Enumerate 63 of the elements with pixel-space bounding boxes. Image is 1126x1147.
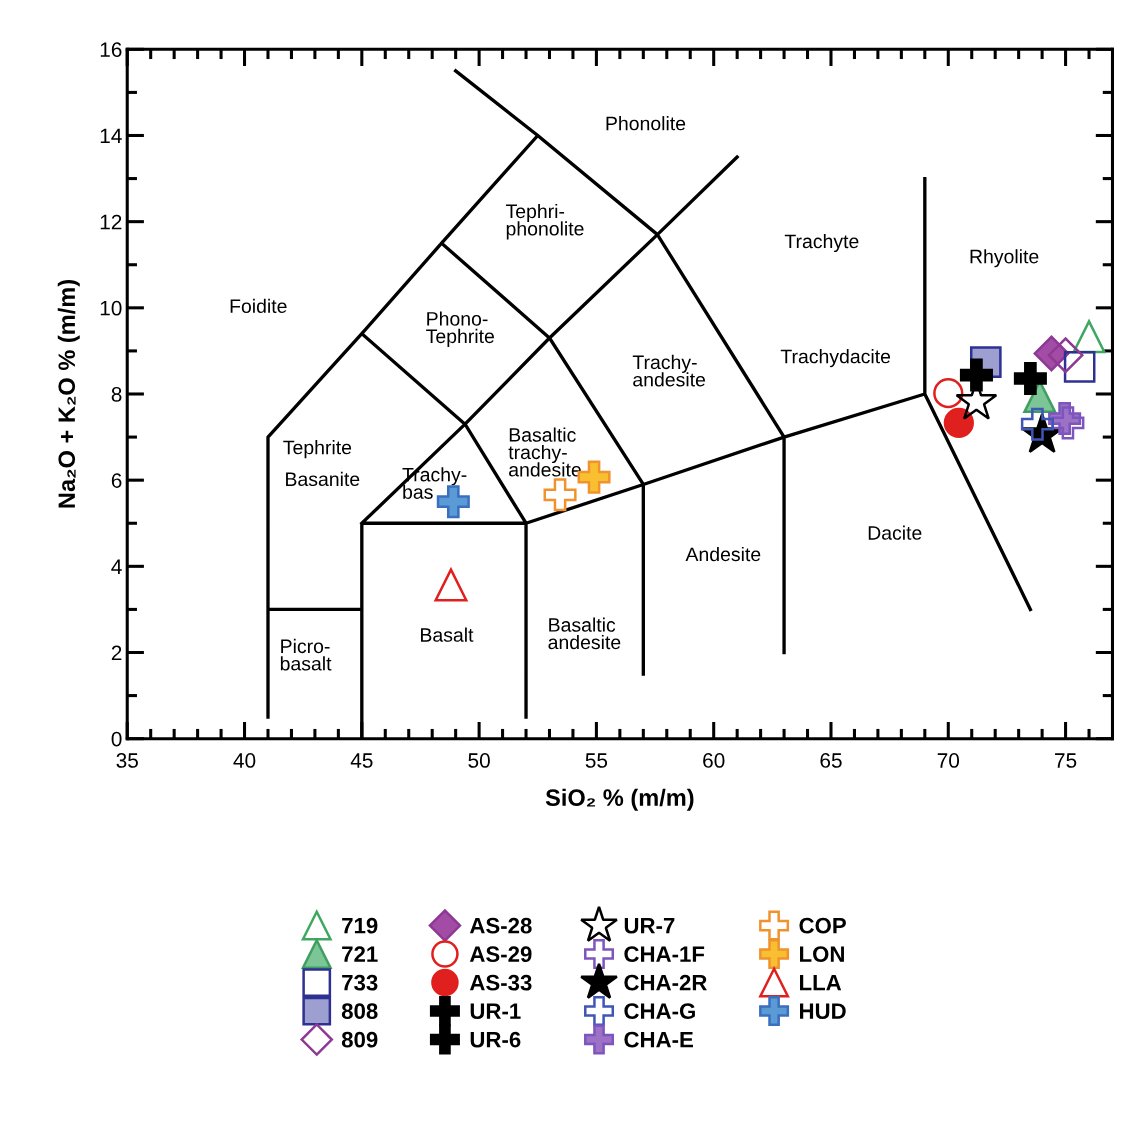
x-tick-label: 50 <box>468 753 490 768</box>
annotation: Trachy- andesite <box>632 354 706 387</box>
annotation: Foidite <box>230 298 287 314</box>
legend-label: 721 <box>342 946 378 962</box>
annotation: Picro- basalt <box>280 638 332 671</box>
y-tick-label: 6 <box>111 473 122 488</box>
y-tick-label: 16 <box>100 42 122 58</box>
legend-label: 809 <box>341 1031 378 1048</box>
legend-label: AS-33 <box>469 974 532 991</box>
x-tick-label: 55 <box>585 753 608 768</box>
legend-label: AS-29 <box>469 946 532 963</box>
annotation: Tephrite <box>283 440 352 459</box>
point <box>1013 361 1047 396</box>
point <box>933 377 964 409</box>
y-tick-label: 8 <box>111 387 122 402</box>
annotation: Basaltic andesite <box>548 617 621 650</box>
point <box>434 568 468 602</box>
legend-label: LLA <box>800 975 842 991</box>
y-tick-label: 12 <box>100 214 122 230</box>
y-tick-label: 10 <box>100 300 122 316</box>
annotation: Basaltic trachy- andesite <box>508 427 581 477</box>
annotation: Rhyolite <box>970 249 1039 268</box>
legend-label: UR-1 <box>470 1003 521 1020</box>
point <box>436 485 470 519</box>
x-tick-label: 70 <box>937 753 960 768</box>
y-tick-label: 4 <box>111 559 122 574</box>
legend-label: LON <box>800 946 844 963</box>
annotation: Dacite <box>868 525 922 540</box>
legend-label: CHA-1F <box>624 946 705 963</box>
annotation: Trachydacite <box>780 349 891 368</box>
point <box>959 358 993 392</box>
legend-label: CHA-E <box>624 1031 693 1048</box>
x-tick-label: 60 <box>703 753 725 768</box>
x-axis-title: SiO₂ % (m/m) <box>545 788 694 811</box>
y-tick-label: 14 <box>100 128 122 144</box>
y-tick-label: 2 <box>111 645 122 661</box>
legend-label: CHA-2R <box>624 974 707 991</box>
legend-label: HUD <box>800 1003 846 1020</box>
legend-label: 733 <box>342 974 378 991</box>
legend-label: COP <box>799 917 846 934</box>
legend-label: UR-7 <box>624 918 675 934</box>
x-tick-label: 65 <box>820 753 842 768</box>
legend-label: CHA-G <box>624 1003 695 1020</box>
annotation: Basalt <box>421 627 474 642</box>
annotation: Andesite <box>685 546 761 562</box>
x-tick-label: 35 <box>116 753 138 768</box>
point <box>543 478 577 512</box>
legend-label: AS-28 <box>469 917 532 934</box>
annotation: Trachyte <box>784 233 859 253</box>
legend-label: 719 <box>342 917 378 934</box>
y-axis-title: Na₂O + K₂O % (m/m) <box>57 280 80 508</box>
legend-label: 808 <box>341 1003 378 1020</box>
x-tick-label: 75 <box>1055 753 1077 768</box>
point <box>943 407 974 438</box>
point <box>1047 337 1084 374</box>
y-tick-label: 0 <box>111 731 122 747</box>
annotation: Tephri- phonolite <box>505 203 584 240</box>
annotation: Phono- Tephrite <box>426 311 494 347</box>
annotation: Basanite <box>286 471 360 487</box>
x-tick-label: 45 <box>350 753 373 768</box>
x-tick-label: 40 <box>233 753 256 768</box>
legend-label: UR-6 <box>470 1031 521 1048</box>
annotation: Phonolite <box>606 116 686 131</box>
